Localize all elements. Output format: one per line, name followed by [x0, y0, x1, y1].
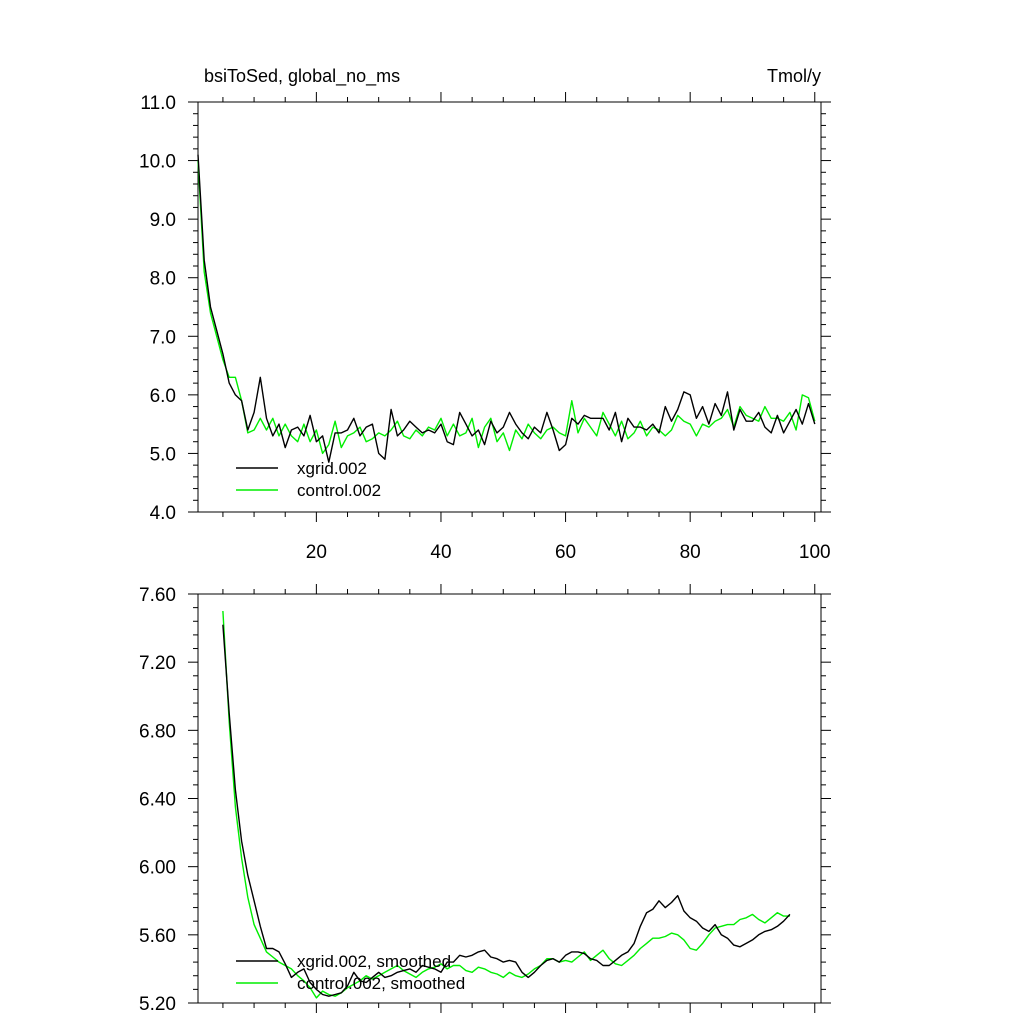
y-tick-label: 4.0 — [150, 503, 176, 524]
legend-label: xgrid.002 — [297, 459, 367, 478]
series-line-0 — [222, 624, 791, 997]
y-tick-label: 10.0 — [139, 152, 176, 173]
plot-frame — [197, 593, 822, 1004]
y-tick-label: 6.0 — [150, 386, 176, 407]
y-tick-label: 8.0 — [150, 269, 176, 290]
y-tick-label: 9.0 — [150, 210, 176, 231]
top-panel-units-label: Tmol/y — [767, 66, 821, 86]
y-tick-label: 6.00 — [139, 858, 176, 879]
x-tick-label: 80 — [680, 542, 701, 563]
y-tick-label: 5.20 — [139, 994, 176, 1015]
y-tick-label: 6.40 — [139, 790, 176, 811]
plot-frame — [197, 101, 822, 513]
top-panel: bsiToSed, global_no_ms Tmol/y 4.0 5.0 6.0 7… — [139, 66, 831, 563]
series-line-1 — [197, 160, 816, 455]
series-line-1 — [222, 610, 790, 999]
y-tick-label: 6.80 — [139, 721, 176, 742]
y-tick-label: 7.60 — [139, 585, 176, 606]
y-tick-label: 11.0 — [140, 93, 176, 114]
legend-label: control.002 — [297, 481, 381, 500]
y-tick-label: 7.20 — [139, 653, 176, 674]
x-tick-label: 60 — [555, 542, 576, 563]
legend-label: control.002, smoothed — [297, 974, 465, 993]
y-tick-label: 7.0 — [150, 327, 176, 348]
top-panel-title: bsiToSed, global_no_ms — [204, 66, 400, 87]
x-tick-label: 20 — [306, 542, 327, 563]
y-tick-label: 5.60 — [139, 926, 176, 947]
y-tick-label: 5.0 — [150, 444, 176, 465]
legend-label: xgrid.002, smoothed — [297, 952, 451, 971]
x-tick-label: 40 — [430, 542, 451, 563]
series-line-0 — [197, 154, 816, 463]
x-tick-label: 100 — [799, 542, 831, 563]
bottom-panel: 5.20 5.60 6.00 6.40 6.80 7.20 7.60 xgrid.002, s… — [139, 584, 831, 1015]
